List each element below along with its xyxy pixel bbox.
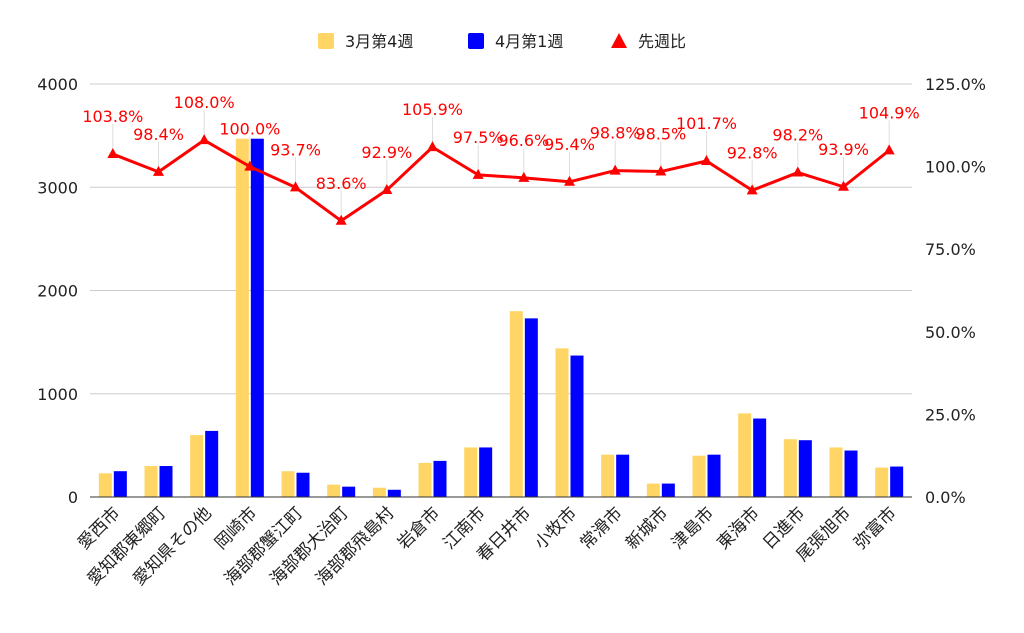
- bar-week-mar4: [875, 467, 889, 497]
- bar-week-mar4: [327, 484, 341, 497]
- ratio-point: [472, 168, 484, 179]
- bar-week-apr1: [661, 483, 675, 497]
- ratio-point: [701, 154, 712, 165]
- ratio-data-label: 98.2%: [772, 126, 823, 145]
- bar-week-apr1: [524, 318, 538, 497]
- left-tick-label: 1000: [37, 385, 78, 404]
- bar-week-apr1: [433, 460, 447, 497]
- ratio-series-line: [112, 138, 891, 223]
- ratio-point: [655, 165, 667, 176]
- bar-week-apr1: [342, 486, 356, 497]
- legend-label: 4月第1週: [495, 32, 563, 51]
- left-tick-label: 0: [68, 488, 78, 507]
- ratio-point: [838, 180, 849, 191]
- ratio-data-label: 103.8%: [82, 107, 143, 126]
- bar-week-mar4: [235, 138, 249, 497]
- bar-week-mar4: [509, 311, 523, 497]
- legend-swatch: [468, 33, 484, 49]
- ratio-point: [564, 175, 575, 186]
- bar-week-mar4: [829, 447, 843, 497]
- ratio-data-label: 92.9%: [361, 143, 412, 162]
- legend-swatch: [318, 33, 334, 49]
- left-tick-label: 3000: [37, 178, 78, 197]
- right-tick-label: 100.0%: [925, 158, 986, 177]
- ratio-data-label: 93.9%: [818, 140, 869, 159]
- right-tick-label: 125.0%: [925, 75, 986, 94]
- ratio-point: [381, 184, 393, 195]
- bar-week-apr1: [159, 466, 173, 497]
- legend-swatch: [611, 33, 627, 48]
- ratio-point: [153, 165, 164, 176]
- legend: 3月第4週 4月第1週 先週比: [318, 32, 686, 51]
- bar-week-mar4: [601, 454, 615, 497]
- right-tick-label: 75.0%: [925, 240, 976, 259]
- bar-week-apr1: [798, 440, 812, 497]
- ratio-data-label: 96.6%: [498, 131, 549, 150]
- ratio-data-label: 105.9%: [402, 100, 463, 119]
- bar-week-apr1: [707, 454, 721, 497]
- ratio-point: [198, 134, 210, 145]
- bar-week-mar4: [692, 455, 706, 497]
- bar-week-apr1: [753, 418, 767, 497]
- bar-week-mar4: [372, 487, 386, 497]
- ratio-data-label: 92.8%: [727, 143, 778, 162]
- ratio-data-label: 83.6%: [316, 174, 367, 193]
- right-tick-label: 25.0%: [925, 405, 976, 424]
- bar-week-mar4: [98, 473, 112, 497]
- ratio-data-label: 98.5%: [635, 125, 686, 144]
- bar-week-apr1: [296, 472, 310, 497]
- right-tick-label: 0.0%: [925, 488, 966, 507]
- ratio-point: [427, 141, 438, 152]
- ratio-line: 103.8%98.4% 108.0% 100.0%93.7% 83.6% 92.9% 10…: [82, 93, 920, 225]
- bar-week-mar4: [144, 466, 158, 497]
- bar-week-apr1: [387, 489, 401, 497]
- ratio-point: [792, 166, 804, 177]
- ratio-point: [244, 160, 256, 171]
- ratio-point: [518, 171, 530, 182]
- ratio-point: [609, 164, 621, 175]
- ratio-data-label: 108.0%: [174, 93, 235, 112]
- bar-week-apr1: [250, 138, 264, 497]
- bar-week-mar4: [464, 447, 478, 497]
- bar-week-mar4: [190, 435, 204, 497]
- legend-label: 3月第4週: [345, 32, 413, 51]
- right-axis: 0.0% 25.0% 50.0% 75.0% 100.0% 125.0%: [925, 75, 986, 507]
- ratio-data-label: 101.7%: [676, 114, 737, 133]
- ratio-point: [746, 184, 758, 195]
- ratio-data-label: 95.4%: [544, 135, 595, 154]
- bars: [90, 138, 912, 498]
- bar-week-mar4: [646, 483, 660, 497]
- ratio-point: [290, 181, 301, 192]
- bar-week-mar4: [738, 413, 752, 497]
- bar-week-apr1: [844, 450, 858, 497]
- ratio-point: [883, 144, 895, 155]
- bar-week-apr1: [570, 355, 584, 497]
- right-tick-label: 50.0%: [925, 323, 976, 342]
- bar-week-apr1: [113, 471, 127, 497]
- left-tick-label: 2000: [37, 282, 78, 301]
- legend-label: 先週比: [638, 32, 686, 51]
- ratio-data-label: 93.7%: [270, 140, 321, 159]
- bar-week-apr1: [890, 466, 904, 497]
- ratio-data-label: 104.9%: [859, 103, 920, 122]
- ratio-point: [335, 214, 347, 225]
- ratio-point: [107, 148, 119, 159]
- bar-week-mar4: [555, 348, 569, 497]
- left-axis: 0 1000 2000 3000 4000: [37, 75, 78, 507]
- ratio-data-label: 100.0%: [219, 120, 280, 139]
- ratio-data-label: 98.8%: [590, 124, 641, 143]
- bar-week-apr1: [616, 454, 630, 497]
- bar-week-mar4: [418, 462, 432, 497]
- bar-week-mar4: [783, 439, 797, 497]
- bar-week-mar4: [281, 471, 295, 497]
- bar-week-apr1: [205, 430, 219, 497]
- left-tick-label: 4000: [37, 75, 78, 94]
- ratio-data-label: 97.5%: [453, 128, 504, 147]
- ratio-data-label: 98.4%: [133, 125, 184, 144]
- bar-week-apr1: [479, 447, 493, 497]
